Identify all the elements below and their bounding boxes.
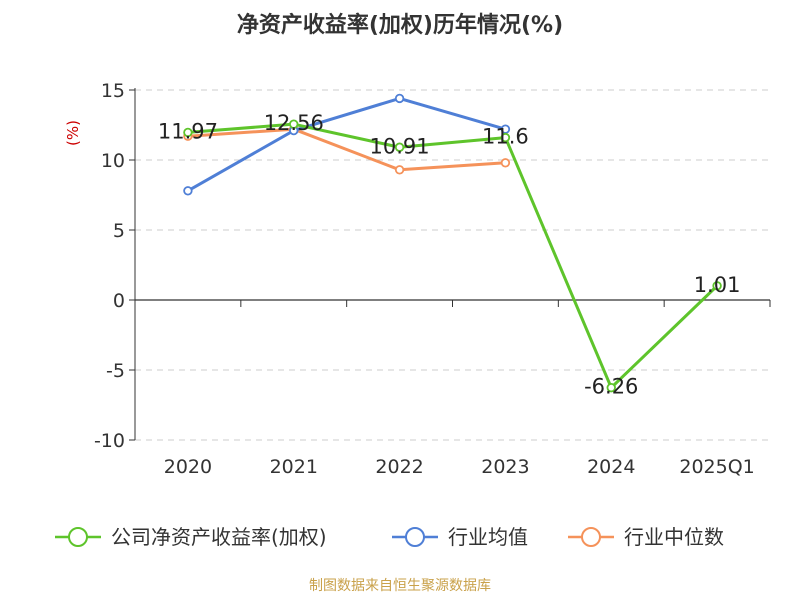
legend-item: 行业中位数 [568,525,724,549]
data-label: -6.26 [584,375,638,399]
data-point [394,142,405,152]
legend: 公司净资产收益率(加权) 行业均值 行业中位数 [55,525,724,549]
data-label: 12.56 [264,111,324,135]
source-note: 制图数据来自恒生聚源数据库 [309,578,491,594]
data-point [500,132,511,143]
legend-label: 行业均值 [448,525,528,549]
data-point [394,165,405,175]
y-tick-label: 15 [101,80,125,102]
data-point [183,186,193,196]
x-tick-label: 2023 [481,456,529,478]
legend-label: 公司净资产收益率(加权) [111,525,327,549]
x-tick-label: 2022 [375,456,423,478]
legend-label: 行业中位数 [624,525,724,549]
chart-title: 净资产收益率(加权)历年情况(%) [237,12,563,38]
data-point [712,281,722,291]
data-label: 11.97 [158,119,218,143]
x-tick-label: 2020 [164,456,212,478]
data-point [183,127,193,138]
x-tick-label: 2024 [587,456,635,478]
data-point [500,158,511,168]
y-tick-label: 5 [113,220,125,242]
x-tick-label: 2021 [270,456,318,478]
data-label: 11.6 [482,125,529,149]
y-tick-label: -10 [94,430,125,452]
data-label: 1.01 [694,273,741,297]
x-tick-label: 2025Q1 [679,456,754,478]
series-lines [183,93,722,393]
legend-marker [68,527,88,547]
legend-item: 公司净资产收益率(加权) [55,525,327,549]
data-point [394,93,405,104]
grid-lines [135,89,770,441]
data-labels: 11.97 12.56 10.91 11.6 -6.26 1.01 [158,111,741,398]
legend-item: 行业均值 [392,525,528,549]
y-tick-label: 0 [113,290,125,312]
data-point [289,119,299,129]
legend-marker [581,527,601,547]
legend-marker [405,527,425,547]
data-label: 10.91 [370,134,430,158]
y-tick-label: -5 [106,360,125,382]
series-line [187,122,719,390]
data-point [606,382,616,393]
series-line [187,96,506,193]
series-line [187,127,506,172]
y-axis-label: (%) [64,120,82,146]
y-tick-label: 10 [101,150,125,172]
axes: 15 10 5 0 -5 -10 2020 2021 2022 2023 2024 2025Q1 [94,80,771,478]
